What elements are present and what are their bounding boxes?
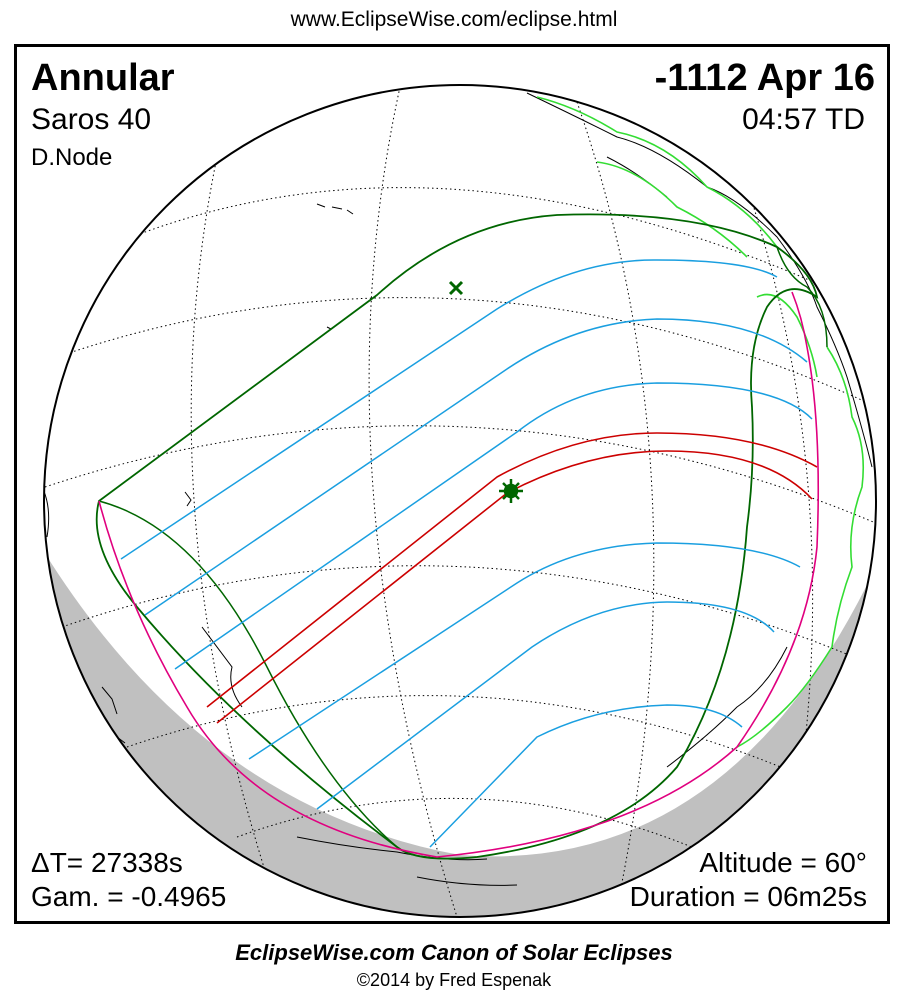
- gamma-value: Gam. = -0.4965: [31, 881, 227, 912]
- central-path: [206, 432, 818, 724]
- globe-disk: [44, 85, 876, 917]
- lunar-node: D.Node: [31, 144, 113, 171]
- eclipse-map-frame: Annular -1112 Apr 16 Saros 40 04:57 TD D…: [14, 44, 890, 924]
- rise-set-curve: [98, 291, 820, 858]
- canon-credit: EclipseWise.com Canon of Solar Eclipses: [235, 940, 673, 965]
- globe-outline: [43, 84, 877, 918]
- eclipse-time: 04:57 TD: [742, 103, 865, 136]
- night-side-shading: [44, 537, 876, 917]
- penumbral-limit: [95, 213, 819, 860]
- copyright-line: ©2014 by Fred Espenak: [356, 970, 552, 990]
- delta-t: ΔT= 27338s: [31, 847, 183, 878]
- penumbral-limit-inner: [98, 500, 398, 848]
- central-duration: Duration = 06m25s: [629, 881, 867, 912]
- graticule: [44, 86, 876, 917]
- sun-altitude: Altitude = 60°: [699, 847, 867, 878]
- source-url[interactable]: www.EclipseWise.com/eclipse.html: [290, 8, 618, 31]
- eclipse-type: Annular: [31, 57, 175, 99]
- coastline-highlight: [536, 96, 865, 748]
- saros-number: Saros 40: [31, 103, 152, 136]
- greatest-eclipse-marker: [499, 479, 523, 503]
- subsolar-point-marker: [448, 280, 464, 296]
- magnitude-lines: [120, 259, 813, 848]
- penumbral-limit-east: [776, 246, 828, 348]
- eclipse-globe-map: [43, 84, 877, 918]
- eclipse-date: -1112 Apr 16: [654, 57, 875, 99]
